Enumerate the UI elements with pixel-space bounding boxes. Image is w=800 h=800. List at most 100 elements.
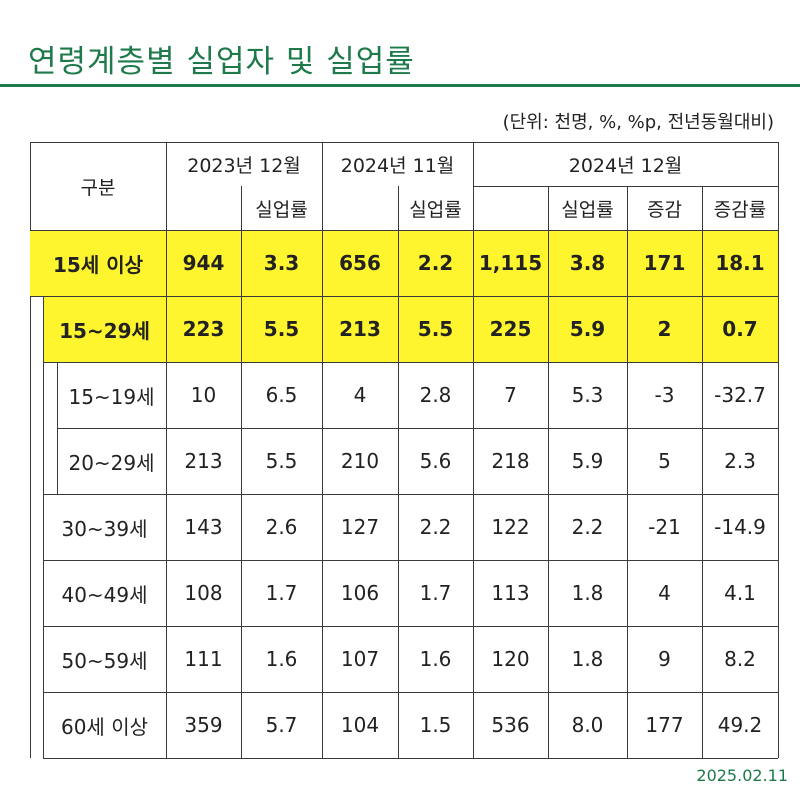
table-vline xyxy=(241,186,242,758)
table-hline xyxy=(43,692,778,693)
table-vline xyxy=(43,296,44,758)
table-hline xyxy=(43,494,778,495)
table-cell: 5.5 xyxy=(265,449,298,473)
table-cell: 5.9 xyxy=(571,449,604,473)
table-cell: 5 xyxy=(658,449,671,473)
table-hline xyxy=(43,758,778,759)
table-hline xyxy=(57,428,778,429)
table-cell: 944 xyxy=(182,251,225,275)
table-cell: -32.7 xyxy=(714,383,766,407)
table-cell: -3 xyxy=(654,383,675,407)
table-vline xyxy=(166,142,167,758)
row-label: 30~39세 xyxy=(61,516,148,541)
table-hline xyxy=(473,186,778,187)
table-cell: 5.7 xyxy=(265,713,298,737)
table-cell: 108 xyxy=(184,581,223,605)
table-cell: 213 xyxy=(339,317,381,341)
table-cell: 111 xyxy=(184,647,223,671)
table-cell: 5.3 xyxy=(571,383,604,407)
table-cell: 1.5 xyxy=(419,713,452,737)
table-cell: 2 xyxy=(657,317,672,341)
table-cell: 6.5 xyxy=(265,383,298,407)
table-cell: 122 xyxy=(491,515,530,539)
table-cell: 0.7 xyxy=(722,317,758,341)
table-cell: 225 xyxy=(489,317,532,341)
table-cell: 127 xyxy=(340,515,380,539)
table-cell: 143 xyxy=(184,515,223,539)
table-cell: 104 xyxy=(340,713,380,737)
table-cell: 2.3 xyxy=(724,449,756,473)
table-vline xyxy=(30,142,31,230)
table-cell: 359 xyxy=(184,713,223,737)
unit-note: (단위: 천명, %, %p, 전년동월대비) xyxy=(502,112,774,133)
table-cell: 656 xyxy=(339,251,381,275)
table-hline xyxy=(30,230,778,231)
table-cell: 18.1 xyxy=(715,251,765,275)
publish-date: 2025.02.11 xyxy=(696,766,788,785)
table-vline xyxy=(30,296,31,758)
table-cell: -14.9 xyxy=(714,515,766,539)
row-label: 60세 이상 xyxy=(60,714,148,739)
table-cell: 4 xyxy=(658,581,671,605)
table-cell: 5.6 xyxy=(419,449,452,473)
title-divider xyxy=(0,84,800,87)
table-cell: 223 xyxy=(182,317,225,341)
table-cell: 7 xyxy=(504,383,517,407)
table-cell: 106 xyxy=(340,581,380,605)
table-cell: 2.2 xyxy=(571,515,604,539)
table-vline xyxy=(778,142,779,758)
row-label: 15세 이상 xyxy=(53,252,143,277)
table-vline xyxy=(627,186,628,758)
table-cell: 1.6 xyxy=(265,647,298,671)
table-cell: 3.3 xyxy=(263,251,300,275)
table-cell: 2.2 xyxy=(417,251,454,275)
header-rate-2023-12: 실업률 xyxy=(255,198,308,221)
table-cell: 213 xyxy=(184,449,223,473)
table-cell: 3.8 xyxy=(569,251,606,275)
table-cell: 120 xyxy=(491,647,530,671)
table-cell: 4 xyxy=(353,383,367,407)
page-title: 연령계층별 실업자 및 실업률 xyxy=(28,44,415,80)
table-cell: 113 xyxy=(491,581,530,605)
table-cell: 2.6 xyxy=(265,515,298,539)
row-label: 15~19세 xyxy=(68,384,155,409)
table-vline xyxy=(398,186,399,758)
table-cell: 8.2 xyxy=(724,647,756,671)
table-cell: 1.7 xyxy=(419,581,452,605)
table-cell: 210 xyxy=(340,449,380,473)
header-period-2023-12: 2023년 12월 xyxy=(187,154,301,177)
header-rate-2024-12: 실업률 xyxy=(561,198,614,221)
row-label: 40~49세 xyxy=(61,582,148,607)
table-cell: 218 xyxy=(491,449,530,473)
table-cell: 8.0 xyxy=(571,713,604,737)
header-period-2024-12: 2024년 12월 xyxy=(568,154,683,177)
highlight-row-15-29 xyxy=(43,296,778,362)
table-cell: 1.7 xyxy=(265,581,298,605)
table-cell: 107 xyxy=(340,647,380,671)
table-cell: -21 xyxy=(648,515,681,539)
row-label: 50~59세 xyxy=(61,648,148,673)
table-cell: 4.1 xyxy=(724,581,756,605)
table-hline xyxy=(30,296,778,297)
header-period-2024-11: 2024년 11월 xyxy=(340,154,455,177)
table-vline xyxy=(322,142,323,758)
table-cell: 5.5 xyxy=(263,317,300,341)
table-cell: 5.5 xyxy=(417,317,454,341)
table-hline xyxy=(43,626,778,627)
table-cell: 536 xyxy=(491,713,530,737)
table-hline xyxy=(43,560,778,561)
table-cell: 10 xyxy=(190,383,217,407)
table-cell: 177 xyxy=(645,713,684,737)
header-rate-2024-11: 실업률 xyxy=(409,198,462,221)
table-cell: 2.2 xyxy=(419,515,452,539)
table-cell: 9 xyxy=(658,647,671,671)
table-hline xyxy=(30,142,778,143)
table-cell: 1,115 xyxy=(478,251,543,275)
table-cell: 2.8 xyxy=(419,383,452,407)
table-vline xyxy=(473,142,474,758)
table-cell: 1.6 xyxy=(419,647,452,671)
table-vline xyxy=(702,186,703,758)
header-category: 구분 xyxy=(80,176,116,199)
table-cell: 49.2 xyxy=(717,713,763,737)
table-cell: 5.9 xyxy=(569,317,606,341)
